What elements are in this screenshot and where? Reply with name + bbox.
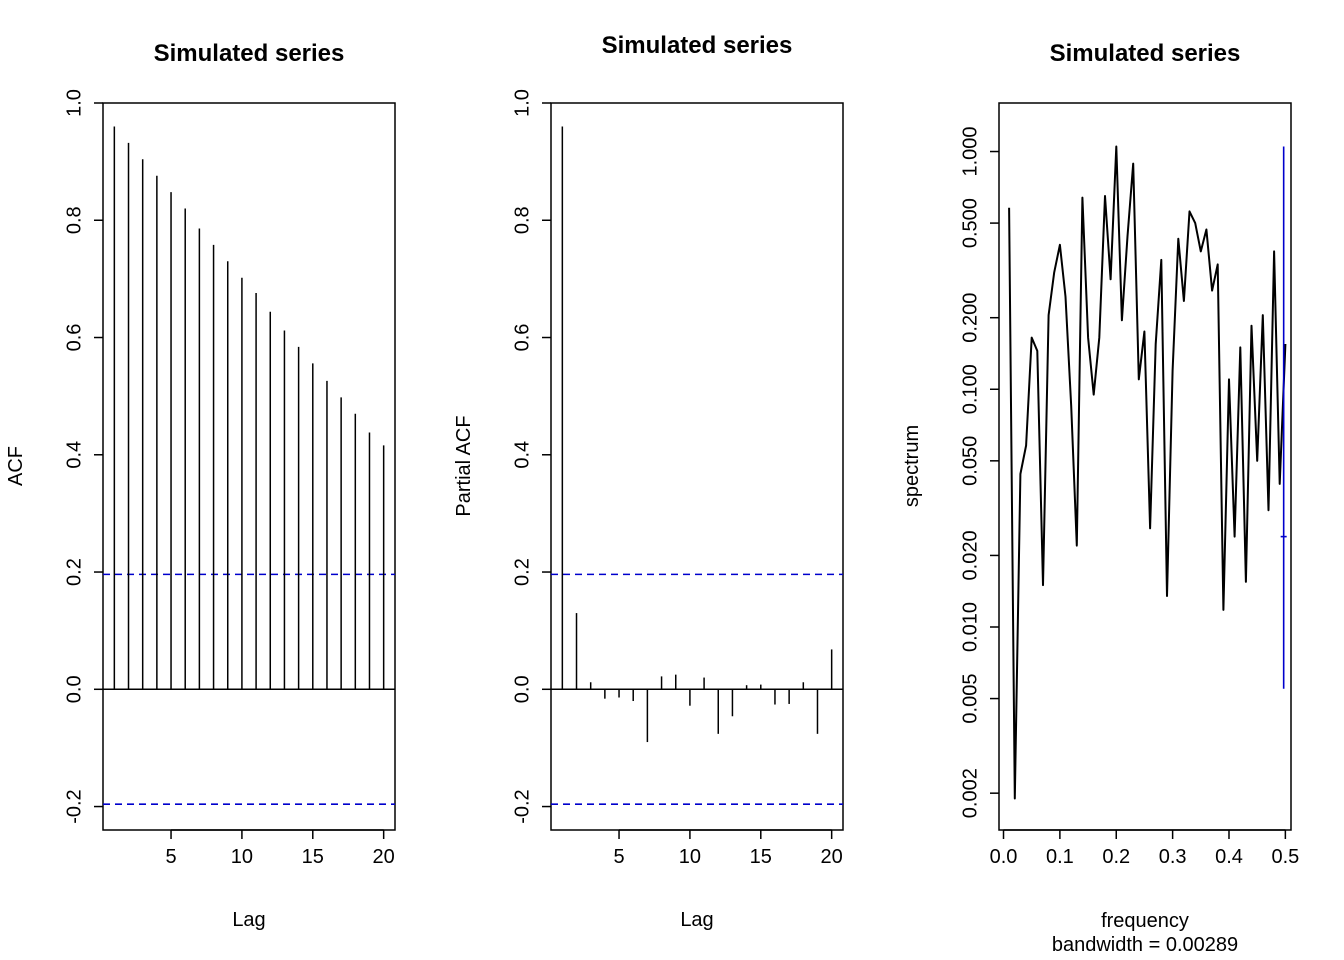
spectrum-plot-frame <box>998 102 1292 831</box>
spectrum-x-tick-label: 0.3 <box>1159 846 1187 868</box>
spectrum-x-label: frequency <box>1101 910 1189 932</box>
spectrum-series-line <box>1008 145 1287 800</box>
acf-y-tick-label: 0.4 <box>63 441 85 469</box>
acf-y-tick-label: 0.2 <box>63 558 85 586</box>
acf-x-tick-label: 10 <box>231 846 253 868</box>
acf-x-tick-label: 20 <box>373 846 395 868</box>
pacf-y-tick-label: 0.2 <box>511 558 533 586</box>
pacf-y-tick-label: 0.0 <box>511 675 533 703</box>
pacf-x-label: Lag <box>680 909 713 931</box>
pacf-y-tick-label: -0.2 <box>511 789 533 823</box>
spectrum-x-tick-label: 0.4 <box>1215 846 1243 868</box>
acf-y-tick-label: 0.0 <box>63 675 85 703</box>
acf-panel: Simulated series Lag ACF 5 10 15 20 -0.2 0.0 0… <box>5 40 396 931</box>
spectrum-panel: Simulated series frequency bandwidth = 0… <box>901 40 1299 956</box>
acf-y-label: ACF <box>5 446 27 486</box>
acf-title: Simulated series <box>154 40 345 67</box>
spectrum-x-tick-label: 0.1 <box>1046 846 1074 868</box>
spectrum-x-tick-label: 0.0 <box>990 846 1018 868</box>
spectrum-y-tick-label: 0.020 <box>959 530 981 580</box>
pacf-y-tick-label: 0.8 <box>511 206 533 234</box>
spectrum-y-tick-label: 0.050 <box>959 436 981 486</box>
pacf-y-label: Partial ACF <box>453 415 475 516</box>
spectrum-bandwidth-label: bandwidth = 0.00289 <box>1052 934 1238 956</box>
spectrum-y-label: spectrum <box>901 425 923 507</box>
pacf-y-tick-label: 0.6 <box>511 324 533 352</box>
spectrum-y-tick-label: 0.200 <box>959 293 981 343</box>
acf-y-tick-label: 0.8 <box>63 206 85 234</box>
pacf-y-tick-label: 1.0 <box>511 89 533 117</box>
pacf-title: Simulated series <box>602 32 793 59</box>
acf-plot-frame <box>102 102 396 831</box>
acf-y-tick-label: -0.2 <box>63 789 85 823</box>
acf-x-tick-label: 15 <box>302 846 324 868</box>
spectrum-title: Simulated series <box>1050 40 1241 67</box>
acf-x-tick-label: 5 <box>165 846 176 868</box>
spectrum-y-tick-label: 0.005 <box>959 674 981 724</box>
pacf-x-tick-label: 20 <box>821 846 843 868</box>
pacf-y-tick-label: 0.4 <box>511 441 533 469</box>
pacf-x-tick-label: 10 <box>679 846 701 868</box>
acf-y-tick-label: 0.6 <box>63 324 85 352</box>
spectrum-y-tick-label: 0.100 <box>959 364 981 414</box>
spectrum-x-tick-label: 0.5 <box>1271 846 1299 868</box>
pacf-x-tick-label: 5 <box>613 846 624 868</box>
pacf-plot-frame <box>550 102 844 831</box>
spectrum-y-tick-label: 0.500 <box>959 198 981 248</box>
spectrum-x-tick-label: 0.2 <box>1102 846 1130 868</box>
spectrum-y-tick-label: 0.002 <box>959 768 981 818</box>
acf-x-label: Lag <box>232 909 265 931</box>
acf-y-tick-label: 1.0 <box>63 89 85 117</box>
pacf-x-tick-label: 15 <box>750 846 772 868</box>
spectrum-y-tick-label: 0.010 <box>959 602 981 652</box>
pacf-panel: Simulated series Lag Partial ACF 5 10 15 20… <box>453 32 844 931</box>
spectrum-y-tick-label: 1.000 <box>959 126 981 176</box>
